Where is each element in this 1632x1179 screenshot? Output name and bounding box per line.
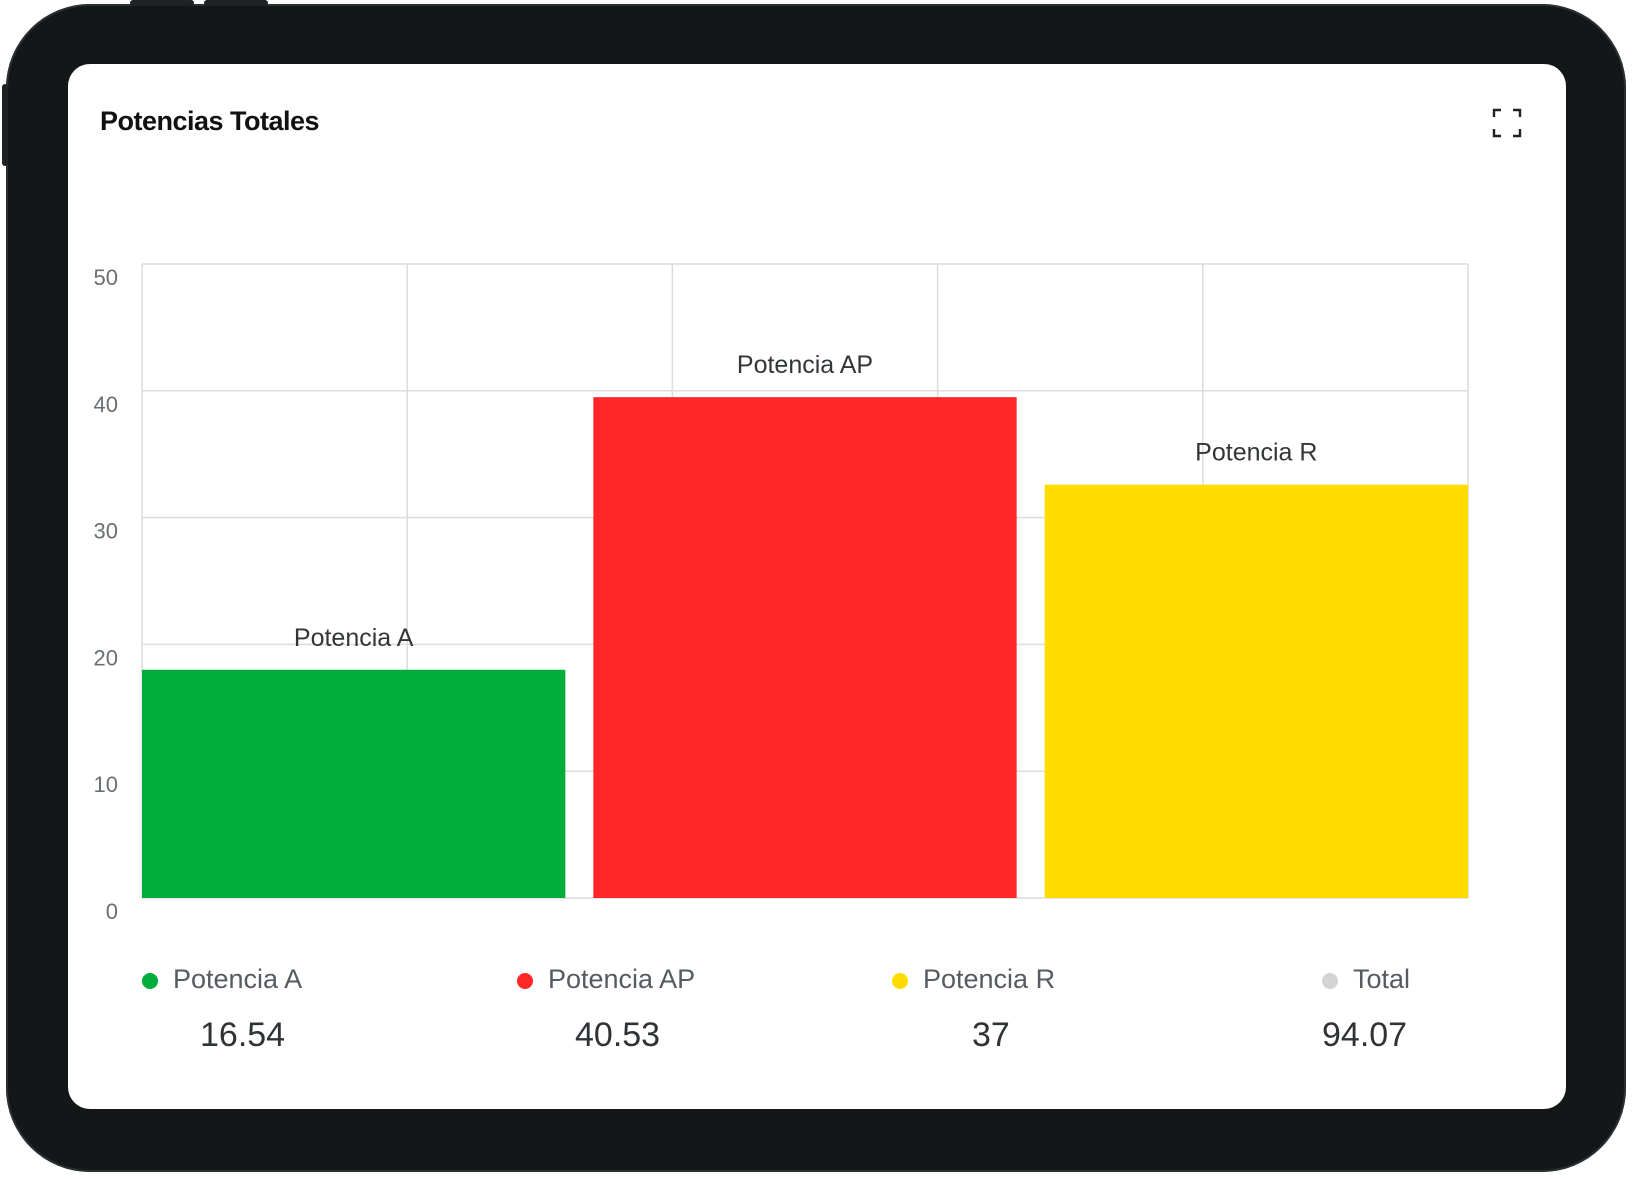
y-tick-label: 40 — [94, 392, 118, 417]
legend-label: Potencia AP — [548, 964, 696, 994]
legend-dot-icon — [892, 973, 908, 989]
bar-labels: Potencia A Potencia AP Potencia R — [294, 351, 1318, 652]
legend-value: 16.54 — [200, 1016, 286, 1054]
legend-value: 94.07 — [1322, 1016, 1408, 1054]
legend-value: 37 — [972, 1016, 1010, 1054]
bar[interactable] — [1044, 484, 1468, 898]
chart-bars — [142, 397, 1468, 898]
card-title: Potencias Totales — [100, 106, 320, 136]
legend-dot-icon — [1322, 973, 1338, 989]
y-tick-label: 10 — [94, 772, 118, 797]
bar-data-label: Potencia A — [294, 624, 414, 652]
legend-dot-icon — [517, 973, 533, 989]
bar-data-label: Potencia AP — [737, 351, 873, 379]
legend-value: 40.53 — [575, 1016, 661, 1054]
bar[interactable] — [142, 669, 566, 898]
legend-label: Potencia R — [923, 964, 1056, 994]
expand-icon[interactable] — [1492, 108, 1522, 138]
y-tick-label: 0 — [106, 899, 118, 924]
legend: Potencia A 16.54 Potencia AP 40.53 Potencia … — [68, 64, 1566, 1109]
legend-label: Total — [1353, 964, 1411, 994]
y-tick-label: 20 — [94, 645, 118, 670]
y-tick-label: 50 — [94, 265, 118, 290]
bar-data-label: Potencia R — [1195, 439, 1317, 467]
y-tick-label: 30 — [94, 519, 118, 544]
bar[interactable] — [593, 397, 1017, 898]
chart-card: Potencias Totales 0 10 20 30 40 50 Potencia A… — [68, 64, 1566, 1109]
legend-dot-icon — [142, 973, 158, 989]
device-button-top-1 — [130, 0, 194, 6]
device-button-top-2 — [204, 0, 268, 6]
legend-label: Potencia A — [173, 964, 303, 994]
device-button-side — [2, 84, 8, 166]
y-axis: 0 10 20 30 40 50 — [94, 265, 118, 924]
